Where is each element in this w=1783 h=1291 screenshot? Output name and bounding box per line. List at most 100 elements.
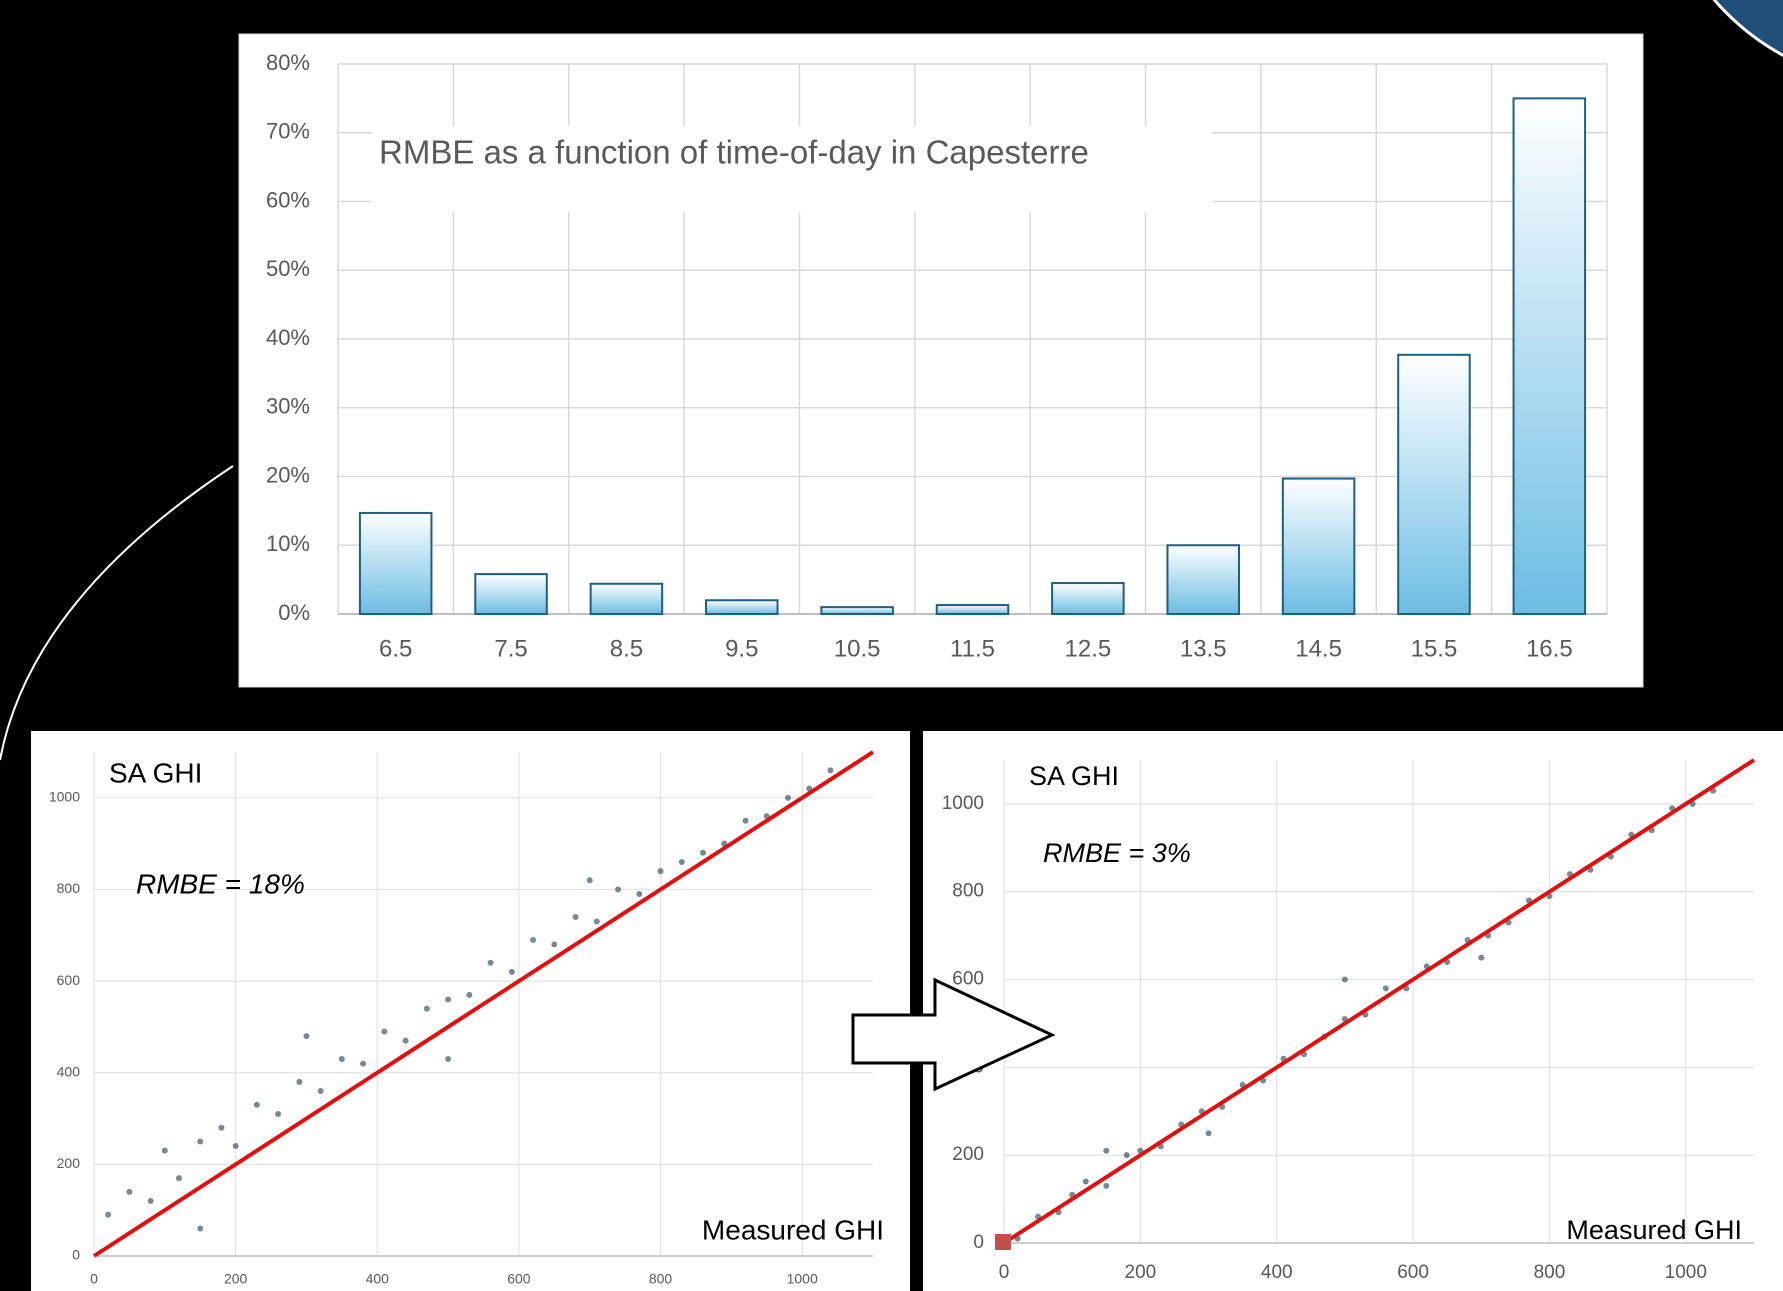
x-tick-label: 1000 [787,1271,818,1287]
y-tick-label: 60% [266,187,310,212]
x-tick-label: 13.5 [1180,635,1227,662]
y-tick-label: 0% [278,600,310,625]
y-tick-label: 50% [266,256,310,281]
point [445,996,452,1003]
annotation: RMBE = 18% [136,868,305,899]
arrow [851,977,1056,1092]
charts: 0% 10% 20% 30% 40% 50% 60% 70% 80% RMBE as a func… [49,50,1756,1287]
y-tick-label: 40% [266,325,310,350]
corner-decoration [1712,0,1783,57]
y-tick-label: 80% [266,50,310,75]
y-tick-label: 400 [57,1063,81,1079]
bar [1281,477,1356,615]
y-tick-label: 800 [952,881,984,902]
point [445,1055,452,1062]
bar [1166,544,1240,615]
origin-marker [995,1234,1011,1250]
y-tick-label: 0 [973,1232,984,1253]
x-tick-label: 200 [224,1271,248,1287]
y-tick-label: 1000 [49,789,80,805]
x-axis-label: Measured GHI [702,1214,884,1245]
bar [935,604,1010,615]
x-tick-label: 400 [1261,1262,1293,1283]
bar [358,511,433,615]
point [678,858,685,865]
point [487,959,494,966]
y-tick-label: 600 [952,969,984,990]
point [586,877,593,884]
y-tick-label: 0 [72,1247,80,1263]
fit-line [1002,758,1756,1245]
point [1205,1130,1212,1137]
y-tick-label: 20% [266,462,310,487]
point [615,886,622,893]
point [303,1033,310,1040]
bar [820,606,894,615]
point [466,991,473,998]
y-tick-label: 200 [57,1155,81,1171]
point [742,817,749,824]
y-tick-label: 200 [952,1144,984,1165]
point [530,936,537,943]
point [275,1110,282,1117]
point [1103,1182,1110,1189]
x-axis-label: Measured GHI [1566,1215,1742,1245]
point [700,849,707,856]
right-scatter-panel [923,731,1783,1291]
point [381,1028,388,1035]
x-tick-label: 400 [366,1271,390,1287]
point [253,1101,260,1108]
point [657,868,664,875]
point [126,1188,133,1195]
x-tick-label: 10.5 [834,635,881,662]
x-tick-label: 14.5 [1295,635,1342,662]
point [232,1143,239,1150]
point [1082,1178,1089,1185]
point [593,918,600,925]
point [551,941,558,948]
bar [589,582,664,615]
point [785,794,792,801]
x-tick-label: 600 [1397,1262,1429,1283]
x-tick-label: 16.5 [1526,635,1573,662]
x-tick-label: 8.5 [610,635,643,662]
y-tick-label: 600 [57,972,81,988]
y-tick-label: 70% [266,119,310,144]
point [317,1088,324,1095]
point [360,1060,367,1067]
bar [1397,353,1471,615]
point [1123,1152,1130,1159]
x-tick-label: 0 [90,1271,98,1287]
x-tick-label: 1000 [1665,1262,1707,1283]
point [572,913,579,920]
bar [1512,97,1587,615]
y-axis-label: SA GHI [1029,761,1119,791]
point [402,1037,409,1044]
point [1382,985,1389,992]
point [175,1175,182,1182]
y-axis-label: SA GHI [109,757,202,788]
fit-line [92,750,875,1258]
x-tick-label: 6.5 [379,635,412,662]
annotation: RMBE = 3% [1043,838,1191,868]
bar [1051,582,1125,615]
point [636,891,643,898]
x-tick-label: 9.5 [725,635,758,662]
x-tick-label: 0 [999,1262,1010,1283]
x-tick-label: 600 [507,1271,531,1287]
point [508,968,515,975]
x-tick-label: 800 [649,1271,673,1287]
point [1341,976,1348,983]
x-tick-label: 12.5 [1065,635,1112,662]
decorative-curve [0,465,234,761]
x-tick-label: 200 [1125,1262,1157,1283]
x-tick-label: 11.5 [950,635,995,662]
bar [705,599,779,615]
title-background [372,126,1212,212]
point [218,1124,225,1131]
y-tick-label: 10% [266,531,310,556]
x-tick-label: 7.5 [494,635,527,662]
y-tick-label: 30% [266,394,310,419]
point [197,1138,204,1145]
y-tick-label: 800 [57,880,81,896]
